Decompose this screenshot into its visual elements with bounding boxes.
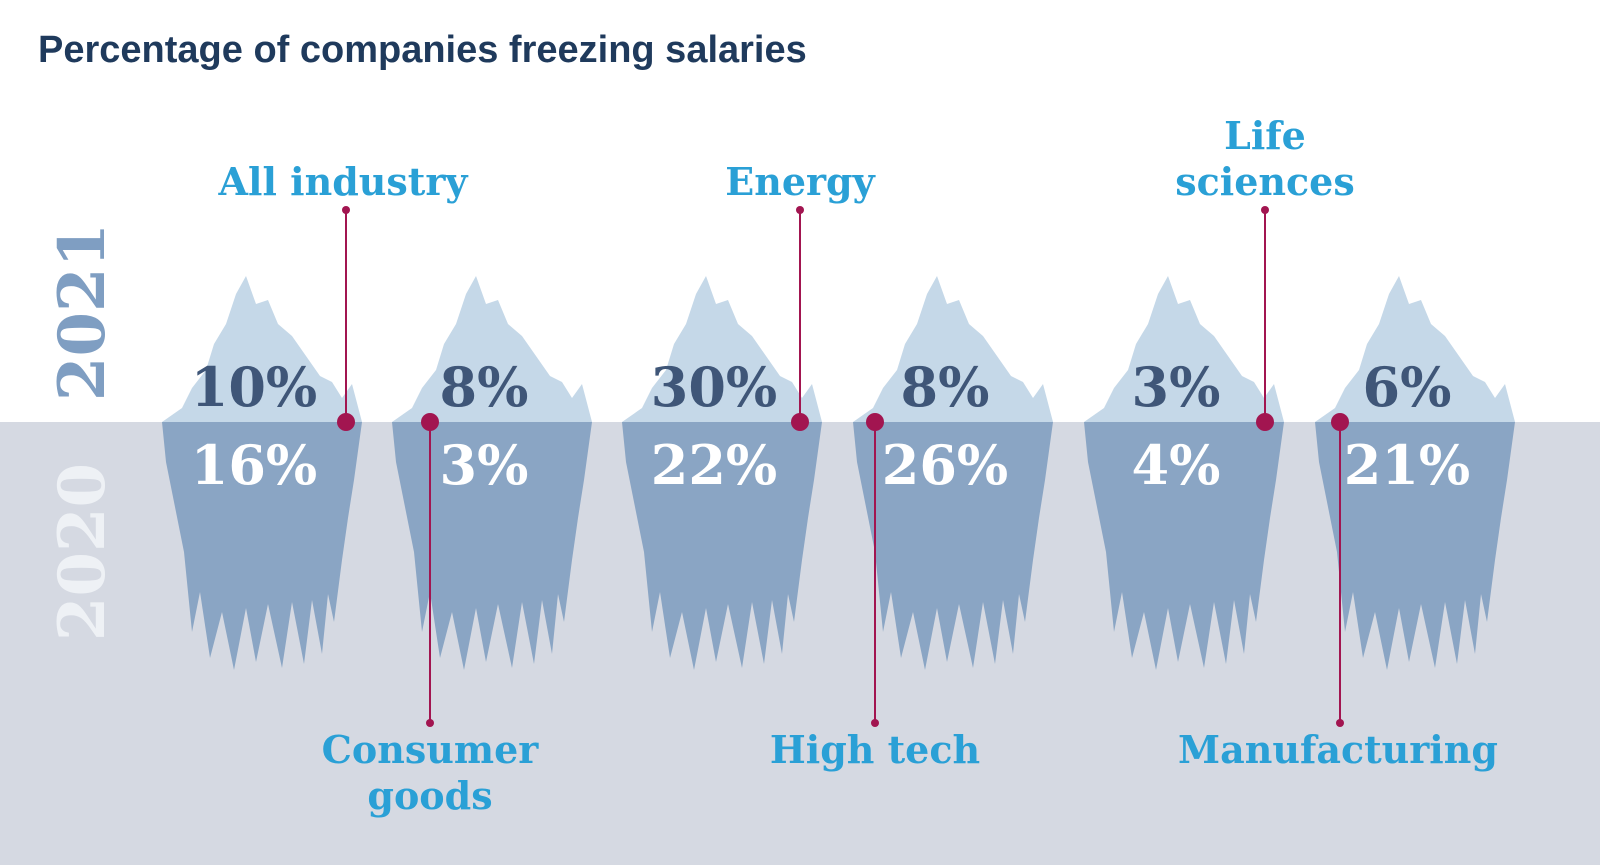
iceberg-tip: [162, 276, 362, 422]
value-label-2021: 8%: [440, 355, 529, 419]
value-label-2020: 26%: [882, 433, 1008, 497]
category-label: Consumer: [322, 727, 540, 772]
value-label-2021: 10%: [191, 355, 317, 419]
value-label-2020: 4%: [1132, 433, 1221, 497]
iceberg-tip: [853, 276, 1053, 422]
iceberg-underwater: [1084, 422, 1284, 670]
iceberg-underwater: [853, 422, 1053, 670]
value-label-2020: 22%: [651, 433, 777, 497]
iceberg-tip: [392, 276, 592, 422]
iceberg-tip: [1315, 276, 1515, 422]
leader-endpoint: [1261, 206, 1269, 214]
iceberg-underwater: [1315, 422, 1515, 670]
category-label: All industry: [218, 159, 469, 204]
iceberg-tip: [1084, 276, 1284, 422]
year-label-2021: 2021: [45, 223, 120, 401]
category-label: Energy: [725, 159, 875, 204]
leader-endpoint: [871, 719, 879, 727]
value-label-2020: 21%: [1344, 433, 1470, 497]
waterline-dot: [1331, 413, 1349, 431]
category-label: goods: [367, 773, 492, 818]
value-label-2021: 30%: [651, 355, 777, 419]
leader-endpoint: [426, 719, 434, 727]
category-label: Life: [1224, 113, 1306, 158]
waterline-dot: [1256, 413, 1274, 431]
waterline-dot: [791, 413, 809, 431]
category-label: High tech: [770, 727, 980, 772]
waterline-dot: [337, 413, 355, 431]
leader-endpoint: [342, 206, 350, 214]
year-label-2020: 2020: [45, 463, 120, 641]
category-label: sciences: [1175, 159, 1354, 204]
value-label-2021: 8%: [901, 355, 990, 419]
value-label-2021: 3%: [1132, 355, 1221, 419]
iceberg-underwater: [392, 422, 592, 670]
iceberg-underwater: [162, 422, 362, 670]
value-label-2020: 16%: [191, 433, 317, 497]
chart-title: Percentage of companies freezing salarie…: [38, 29, 807, 71]
iceberg-tip: [622, 276, 822, 422]
iceberg-underwater: [622, 422, 822, 670]
waterline-dot: [866, 413, 884, 431]
waterline-dot: [421, 413, 439, 431]
value-label-2020: 3%: [440, 433, 529, 497]
leader-endpoint: [1336, 719, 1344, 727]
value-label-2021: 6%: [1363, 355, 1452, 419]
leader-endpoint: [796, 206, 804, 214]
category-label: Manufacturing: [1178, 727, 1498, 772]
